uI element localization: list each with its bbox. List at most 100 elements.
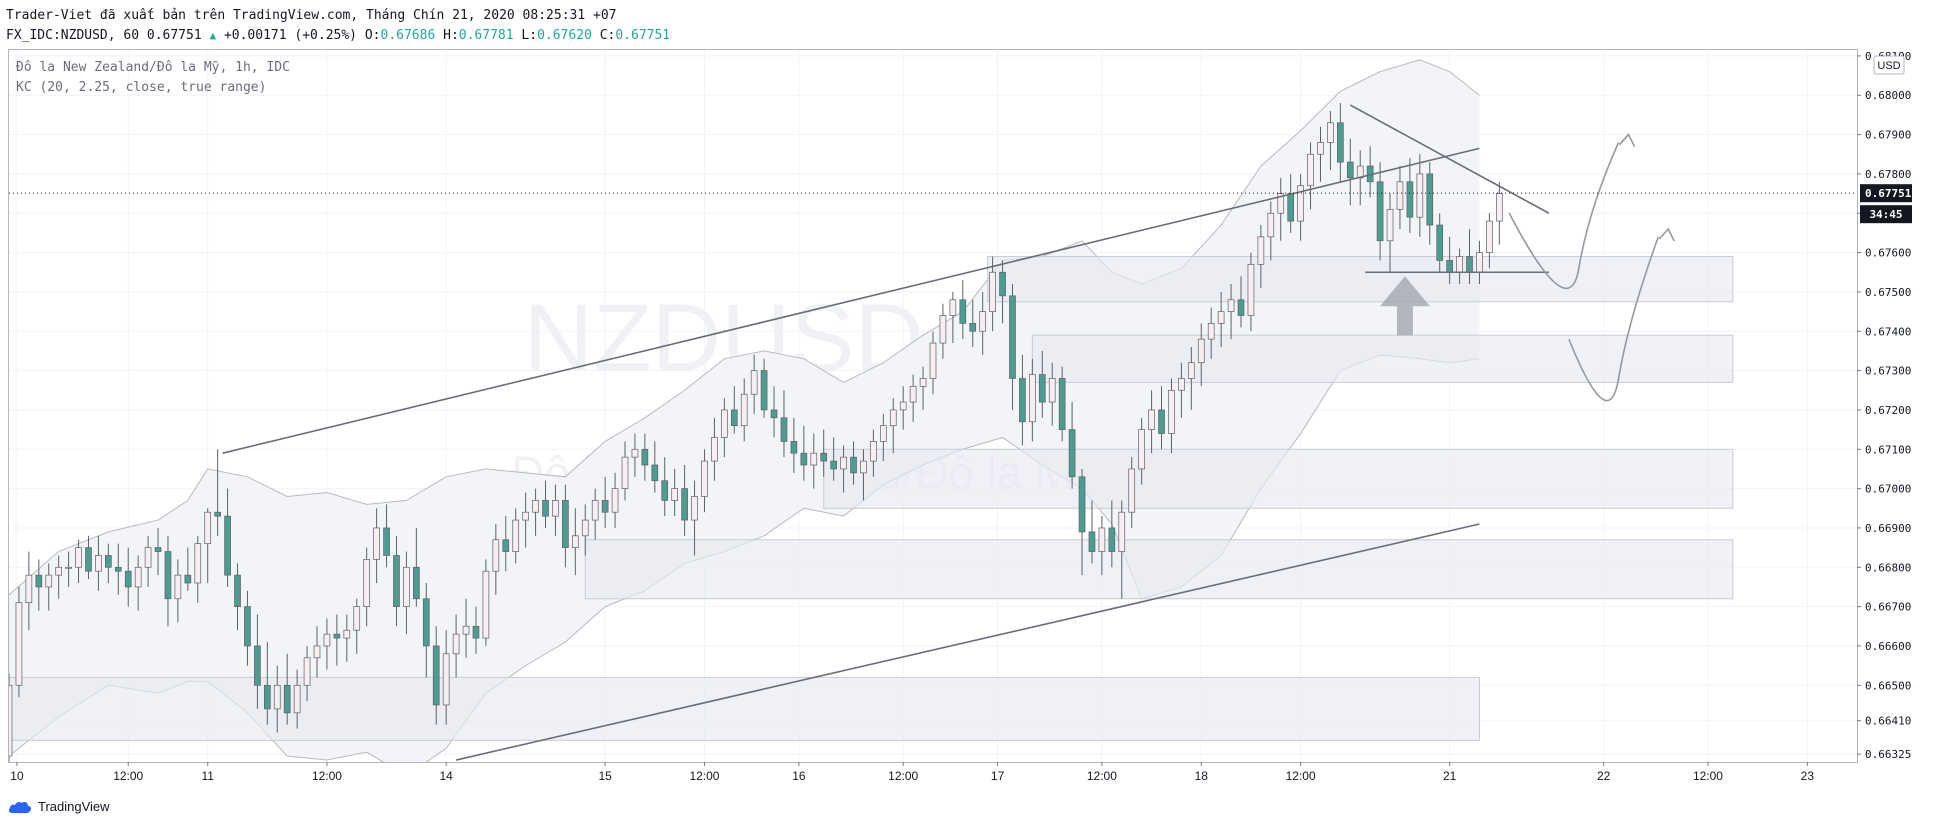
candle-body [522, 511, 529, 521]
candle-body [661, 480, 669, 501]
time-tick-label: 17 [991, 769, 1005, 783]
candle-body [750, 370, 758, 395]
time-tick-label: 10 [10, 769, 24, 783]
candle-body [1217, 311, 1225, 324]
candle-body [701, 460, 708, 497]
candle-body [184, 574, 192, 584]
candle-body [234, 574, 241, 607]
candle-body [1416, 173, 1424, 218]
candle-body [343, 629, 351, 639]
price-change: +0.00171 (+0.25%) [223, 28, 358, 43]
candle-body [263, 684, 271, 710]
time-tick-label: 12:00 [312, 769, 342, 783]
candle-body [273, 684, 281, 710]
candle-body [254, 645, 261, 686]
candle-body [1247, 264, 1255, 316]
candle-body [65, 566, 72, 569]
candle-body [1197, 338, 1205, 364]
support-resistance-zone [987, 256, 1734, 303]
candle-body [1227, 299, 1235, 312]
trend-line [1349, 104, 1550, 214]
candle-body [939, 315, 947, 344]
time-tick-label: 12:00 [888, 769, 918, 783]
price-tick-label: 0.67300 [1865, 365, 1911, 378]
candle-body [144, 547, 152, 568]
candle-body [999, 271, 1006, 297]
price-tick-label: 0.66325 [1865, 748, 1911, 761]
time-tick-label: 12:00 [1693, 769, 1723, 783]
indicator-legend[interactable]: KC (20, 2.25, close, true range) [16, 80, 267, 95]
candle-body [1486, 220, 1493, 253]
candle-body [204, 511, 212, 545]
candle-body [899, 401, 907, 411]
candle-body [959, 299, 967, 324]
candle-body [393, 555, 400, 607]
candle-body [1168, 389, 1175, 434]
candle-body [244, 606, 251, 647]
countdown-timer: 34:45 [1869, 208, 1902, 221]
support-resistance-zone [823, 448, 1734, 509]
candle-body [9, 684, 13, 757]
candle-body [591, 500, 599, 521]
candle-body [1376, 181, 1384, 242]
candle-body [1466, 256, 1473, 273]
candle-body [919, 378, 927, 387]
candle-body [790, 441, 798, 454]
candle-body [25, 574, 33, 604]
candle-body [651, 464, 659, 482]
candle-body [134, 566, 142, 588]
candle-body [35, 574, 43, 588]
time-tick-label: 16 [792, 769, 806, 783]
symbol-info: FX_IDC:NZDUSD, 60 0.67751 [6, 28, 202, 43]
candle-body [1207, 323, 1215, 340]
candle-body [105, 555, 112, 568]
candle-body [154, 547, 162, 552]
price-tick-label: 0.66410 [1865, 715, 1911, 728]
time-tick-label: 22 [1597, 769, 1611, 783]
open-label: O: [364, 28, 381, 43]
high-label: H: [443, 28, 459, 43]
projection-arrow [1568, 236, 1660, 402]
symbol-ohlc-line: FX_IDC:NZDUSD, 60 0.67751 ▲ +0.00171 (+0… [6, 28, 670, 43]
candle-body [581, 519, 589, 537]
candle-body [562, 500, 569, 548]
candle-body [850, 456, 857, 474]
price-tick-label: 0.67800 [1865, 168, 1911, 181]
chart-pane[interactable] [8, 49, 1858, 763]
candle-body [542, 500, 549, 517]
close-value: 0.67751 [615, 28, 671, 43]
projection-arrow-head [1618, 133, 1636, 147]
price-tick-label: 0.67200 [1865, 404, 1911, 417]
candle-body [909, 385, 917, 403]
candle-body [1406, 181, 1414, 218]
candle-body [1078, 476, 1086, 533]
candle-body [1088, 531, 1096, 552]
candle-body [383, 527, 390, 556]
candle-body [95, 555, 102, 572]
candle-body [552, 500, 559, 517]
tradingview-logo[interactable]: TradingView [8, 799, 110, 814]
series-legend[interactable]: Đô la New Zealand/Đô la Mỹ, 1h, IDC [16, 60, 290, 75]
price-tick-label: 0.66700 [1865, 601, 1911, 614]
candle-body [879, 425, 887, 442]
candle-body [929, 342, 937, 379]
candle-body [432, 645, 440, 706]
candle-body [174, 574, 182, 600]
candle-body [293, 684, 301, 714]
candle-body [482, 570, 490, 639]
price-tick-label: 0.66800 [1865, 561, 1911, 574]
candle-body [681, 488, 688, 521]
candle-body [303, 657, 311, 686]
price-tick-label: 0.68000 [1865, 89, 1911, 102]
candle-body [1029, 374, 1036, 423]
candle-body [75, 547, 82, 568]
candle-body [820, 452, 828, 462]
candle-body [1436, 224, 1444, 261]
currency-label: USD [1877, 60, 1900, 72]
candle-body [323, 633, 331, 647]
candle-body [770, 409, 778, 419]
candle-body [512, 519, 520, 552]
candle-body [224, 515, 231, 576]
candle-body [1267, 212, 1275, 238]
